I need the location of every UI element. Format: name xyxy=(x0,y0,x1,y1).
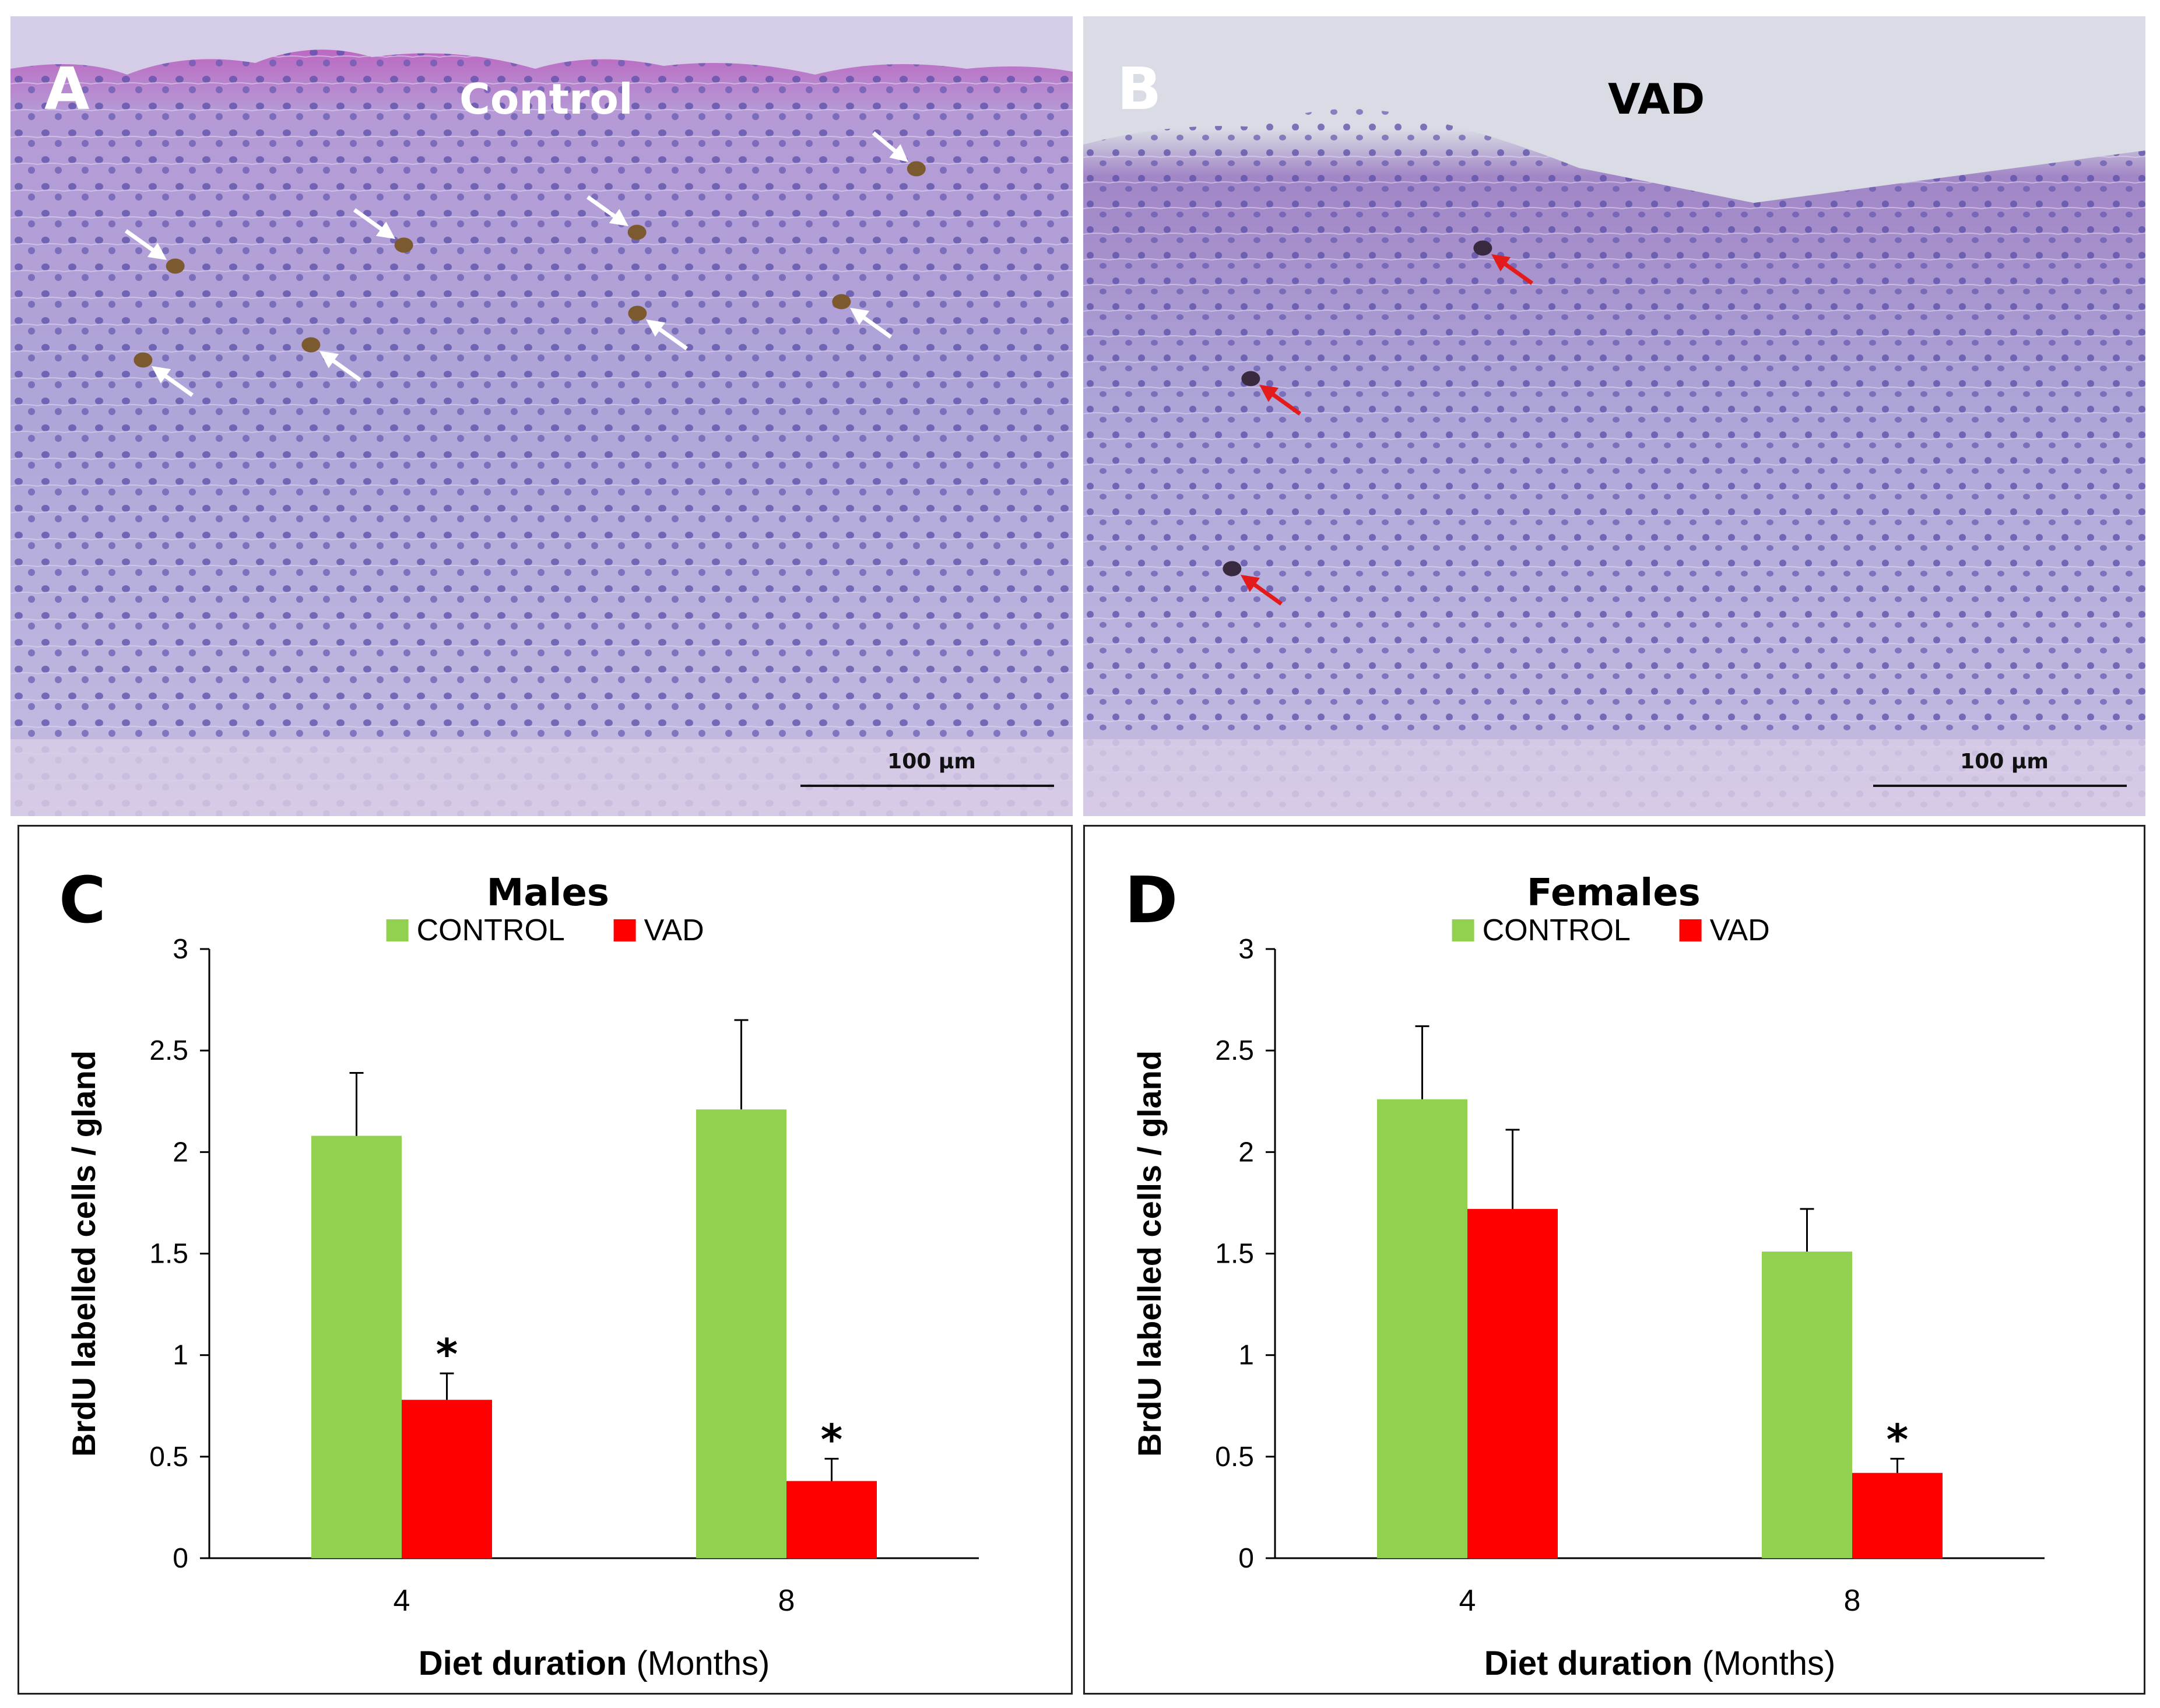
legend-swatch xyxy=(1679,919,1702,941)
y-tick-label: 2.5 xyxy=(149,1035,188,1066)
chart-title: Males xyxy=(487,871,609,915)
legend-swatch xyxy=(1452,919,1474,941)
legend-swatch xyxy=(613,919,636,941)
vad-labelled-nucleus xyxy=(1223,561,1242,577)
chart-panel-females: D Females 0 0.5 1 1.5 2 2.5 3 BrdU labelled cell… xyxy=(1083,825,2145,1695)
histology-image-control xyxy=(10,16,1073,816)
control-labelled-nucleus xyxy=(628,305,647,321)
scale-bar-label: 100 µm xyxy=(887,750,976,774)
x-axis-label-unit: (Months) xyxy=(627,1644,770,1682)
y-tick-label: 2.5 xyxy=(1215,1035,1254,1066)
x-tick-label: 8 xyxy=(1844,1584,1861,1618)
legend-entry: VAD xyxy=(1710,913,1770,947)
x-axis-label: Diet duration (Months) xyxy=(419,1644,770,1682)
x-tick-label: 4 xyxy=(394,1584,410,1618)
y-tick-label: 2 xyxy=(1238,1137,1254,1168)
significance-marker: * xyxy=(436,1330,458,1379)
vad-labelled-nucleus xyxy=(1473,240,1492,256)
y-axis-label: BrdU labelled cells / gland xyxy=(1131,1050,1168,1457)
chart-panel-males: C Males 0 0.5 1 1.5 2 2.5 3 BrdU labelled cells … xyxy=(17,825,1073,1695)
panel-letter-b: B xyxy=(1117,55,1162,123)
x-axis-label-main: Diet duration xyxy=(1484,1644,1693,1682)
bar-vad-4 xyxy=(1467,1208,1558,1558)
y-tick-label: 1.5 xyxy=(1215,1239,1254,1270)
control-labelled-nucleus xyxy=(134,352,153,368)
y-tick-label: 2 xyxy=(173,1137,188,1168)
control-labelled-nucleus xyxy=(832,294,851,310)
control-arrow xyxy=(124,229,167,260)
x-axis-label-main: Diet duration xyxy=(419,1644,627,1682)
control-labelled-nucleus xyxy=(301,337,321,353)
y-tick-label: 3 xyxy=(1238,934,1254,965)
scale-bar xyxy=(1873,785,2127,787)
bar-vad-8 xyxy=(1852,1472,1943,1558)
bar-chart-males: Males 0 0.5 1 1.5 2 2.5 3 BrdU labelled cells / … xyxy=(65,871,979,1682)
legend-entry: CONTROL xyxy=(417,913,565,947)
bar-chart-females: Females 0 0.5 1 1.5 2 2.5 3 BrdU labelled cells … xyxy=(1131,871,2045,1682)
control-arrow xyxy=(850,308,893,339)
x-tick-label: 4 xyxy=(1459,1584,1476,1618)
scale-bar-label: 100 µm xyxy=(1960,750,2049,774)
y-tick-label: 0.5 xyxy=(1215,1442,1254,1472)
control-arrow xyxy=(152,366,194,397)
y-tick-label: 0 xyxy=(173,1543,188,1574)
bar-control-8 xyxy=(1762,1252,1852,1558)
bar-vad-8 xyxy=(786,1481,877,1558)
bar-control-4 xyxy=(1377,1099,1467,1558)
vad-arrow xyxy=(1241,575,1283,606)
control-arrow xyxy=(646,319,689,350)
control-arrow xyxy=(319,351,362,382)
vad-arrow xyxy=(1259,385,1302,416)
y-tick-label: 0.5 xyxy=(149,1442,188,1472)
y-tick-label: 1.5 xyxy=(149,1239,188,1270)
photo-panel-vad: B VAD 100 µm xyxy=(1083,16,2145,816)
x-tick-label: 8 xyxy=(778,1584,795,1618)
y-tick-label: 3 xyxy=(173,934,188,965)
bar-control-8 xyxy=(696,1109,786,1558)
scale-bar xyxy=(800,785,1054,787)
panel-letter-a: A xyxy=(44,55,90,123)
chart-title: Females xyxy=(1527,871,1701,915)
legend-entry: CONTROL xyxy=(1483,913,1631,947)
legend-swatch xyxy=(386,919,409,941)
histology-image-vad xyxy=(1083,16,2145,816)
significance-marker: * xyxy=(1887,1415,1909,1464)
photo-panel-control: A Control 100 µm xyxy=(10,16,1073,816)
control-labelled-nucleus xyxy=(166,258,185,274)
photo-title-control: Control xyxy=(459,75,633,124)
legend-entry: VAD xyxy=(644,913,704,947)
control-labelled-nucleus xyxy=(907,161,926,177)
bar-control-4 xyxy=(311,1136,402,1558)
x-axis-label: Diet duration (Months) xyxy=(1484,1644,1836,1682)
x-axis-label-unit: (Months) xyxy=(1692,1644,1835,1682)
vad-arrow xyxy=(1491,254,1534,285)
y-axis-label: BrdU labelled cells / gland xyxy=(65,1050,102,1457)
vad-labelled-nucleus xyxy=(1241,371,1260,386)
photo-title-vad: VAD xyxy=(1608,75,1705,124)
y-tick-label: 1 xyxy=(173,1340,188,1371)
control-labelled-nucleus xyxy=(394,237,413,253)
control-arrow xyxy=(872,131,908,162)
significance-marker: * xyxy=(821,1415,843,1464)
panel-letter-d: D xyxy=(1125,863,1178,937)
y-tick-label: 0 xyxy=(1238,1543,1254,1574)
y-tick-label: 1 xyxy=(1238,1340,1254,1371)
control-arrow xyxy=(586,195,628,226)
control-labelled-nucleus xyxy=(627,224,647,240)
bar-vad-4 xyxy=(402,1400,492,1558)
control-arrow xyxy=(353,208,395,239)
panel-letter-c: C xyxy=(59,863,106,937)
